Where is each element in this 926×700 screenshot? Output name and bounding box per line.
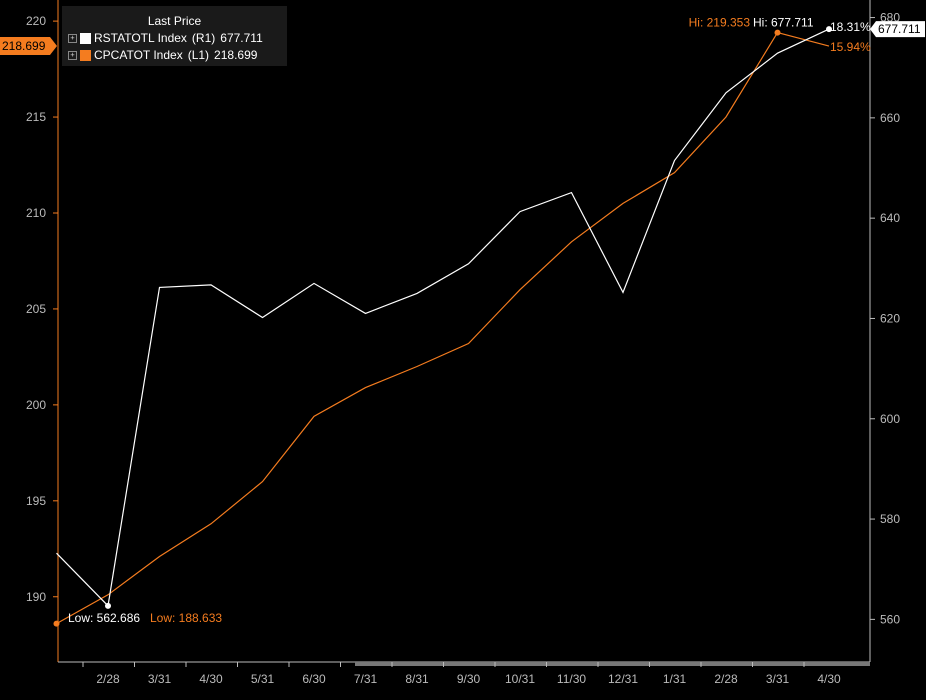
- x-tick-label: 2/28: [96, 672, 120, 686]
- x-tick-label: 3/31: [766, 672, 790, 686]
- x-tick-label: 1/31: [663, 672, 687, 686]
- x-tick-label: 8/31: [405, 672, 429, 686]
- legend-entry-cpcatot[interactable]: + CPCATOT Index (L1) 218.699: [68, 48, 287, 62]
- x-tick-label: 7/31: [354, 672, 378, 686]
- legend-series-name: CPCATOT Index: [94, 48, 183, 62]
- left-tick-label: 215: [26, 110, 46, 124]
- legend-title: Last Price: [147, 14, 202, 28]
- series-line-cpcatot: [56, 31, 830, 625]
- last-value-label-rstatotl: 677.711: [878, 22, 921, 36]
- expand-icon[interactable]: +: [68, 50, 77, 60]
- right-tick-label: 600: [880, 412, 900, 426]
- series-swatch-orange: [80, 49, 91, 61]
- x-tick-label: 11/30: [557, 672, 586, 686]
- x-scrollbar: [355, 662, 870, 666]
- high-point-rstatotl: [826, 26, 832, 33]
- legend-last-value: 218.699: [214, 48, 258, 62]
- left-tick-label: 220: [26, 14, 46, 28]
- low-label-cpcatot: Low: 188.633: [150, 611, 222, 625]
- right-tick-label: 680: [880, 11, 900, 25]
- left-tick-label: 195: [26, 494, 46, 508]
- legend: Last Price + RSTATOTL Index (R1) 677.711…: [62, 6, 287, 66]
- x-tick-label: 9/30: [457, 672, 481, 686]
- right-tick-label: 580: [880, 512, 900, 526]
- x-tick-label: 12/31: [608, 672, 638, 686]
- right-tick-label: 560: [880, 612, 900, 626]
- legend-axis-label: (R1): [191, 31, 216, 45]
- expand-icon[interactable]: +: [68, 33, 77, 43]
- right-tick-label: 660: [880, 111, 900, 125]
- low-point-cpcatot: [53, 620, 60, 627]
- last-value-label-cpcatot: 218.699: [2, 39, 46, 53]
- x-tick-label: 3/31: [148, 672, 172, 686]
- x-tick-label: 10/31: [505, 672, 535, 686]
- left-tick-label: 190: [26, 590, 46, 604]
- low-label-rstatotl: Low: 562.686: [68, 611, 140, 625]
- series-line-rstatotl: [56, 28, 830, 608]
- legend-entry-rstatotl[interactable]: + RSTATOTL Index (R1) 677.711: [68, 31, 287, 45]
- high-label-cpcatot: Hi: 219.353: [689, 16, 751, 30]
- pct-change-rstatotl: 18.31%: [830, 20, 871, 34]
- legend-axis-label: (L1): [187, 48, 210, 62]
- left-tick-label: 200: [26, 398, 46, 412]
- x-tick-label: 4/30: [199, 672, 223, 686]
- right-tick-label: 620: [880, 311, 900, 325]
- pct-change-cpcatot: 15.94%: [830, 40, 871, 54]
- left-tick-label: 210: [26, 206, 46, 220]
- low-point-rstatotl: [105, 602, 111, 609]
- last-value-flag-cpcatot: [0, 37, 57, 56]
- x-tick-label: 6/30: [302, 672, 326, 686]
- last-value-flag-rstatotl: [870, 21, 925, 38]
- x-tick-label: 5/31: [251, 672, 275, 686]
- legend-last-value: 677.711: [220, 31, 263, 45]
- legend-series-name: RSTATOTL Index: [94, 31, 187, 45]
- x-tick-label: 4/30: [817, 672, 841, 686]
- high-label-rstatotl: Hi: 677.711: [753, 16, 814, 30]
- high-point-cpcatot: [774, 29, 781, 36]
- right-tick-label: 640: [880, 211, 900, 225]
- left-tick-label: 205: [26, 302, 46, 316]
- x-tick-label: 2/28: [714, 672, 738, 686]
- series-swatch-white: [80, 32, 91, 44]
